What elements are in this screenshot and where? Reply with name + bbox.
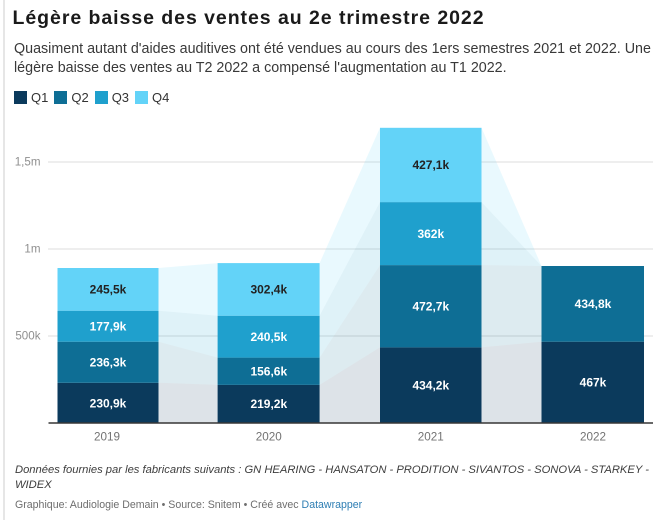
svg-text:302,4k: 302,4k: [250, 283, 287, 297]
svg-text:362k: 362k: [417, 227, 444, 241]
svg-text:2021: 2021: [418, 431, 444, 444]
svg-text:2020: 2020: [256, 431, 283, 444]
svg-text:240,5k: 240,5k: [250, 330, 287, 344]
svg-text:1,5m: 1,5m: [15, 156, 41, 169]
svg-text:472,7k: 472,7k: [412, 299, 449, 313]
svg-text:219,2k: 219,2k: [250, 397, 287, 411]
svg-text:2022: 2022: [580, 431, 606, 444]
svg-text:177,9k: 177,9k: [90, 319, 127, 333]
svg-text:230,9k: 230,9k: [90, 396, 127, 410]
svg-text:236,3k: 236,3k: [90, 356, 127, 370]
svg-text:434,8k: 434,8k: [575, 297, 612, 311]
svg-text:467k: 467k: [580, 376, 607, 390]
svg-text:427,1k: 427,1k: [412, 158, 449, 172]
svg-text:1m: 1m: [24, 243, 40, 256]
svg-text:156,6k: 156,6k: [250, 364, 287, 378]
svg-text:245,5k: 245,5k: [90, 283, 127, 297]
svg-text:500k: 500k: [15, 330, 40, 343]
svg-text:2019: 2019: [94, 431, 120, 444]
svg-text:434,2k: 434,2k: [412, 378, 449, 392]
